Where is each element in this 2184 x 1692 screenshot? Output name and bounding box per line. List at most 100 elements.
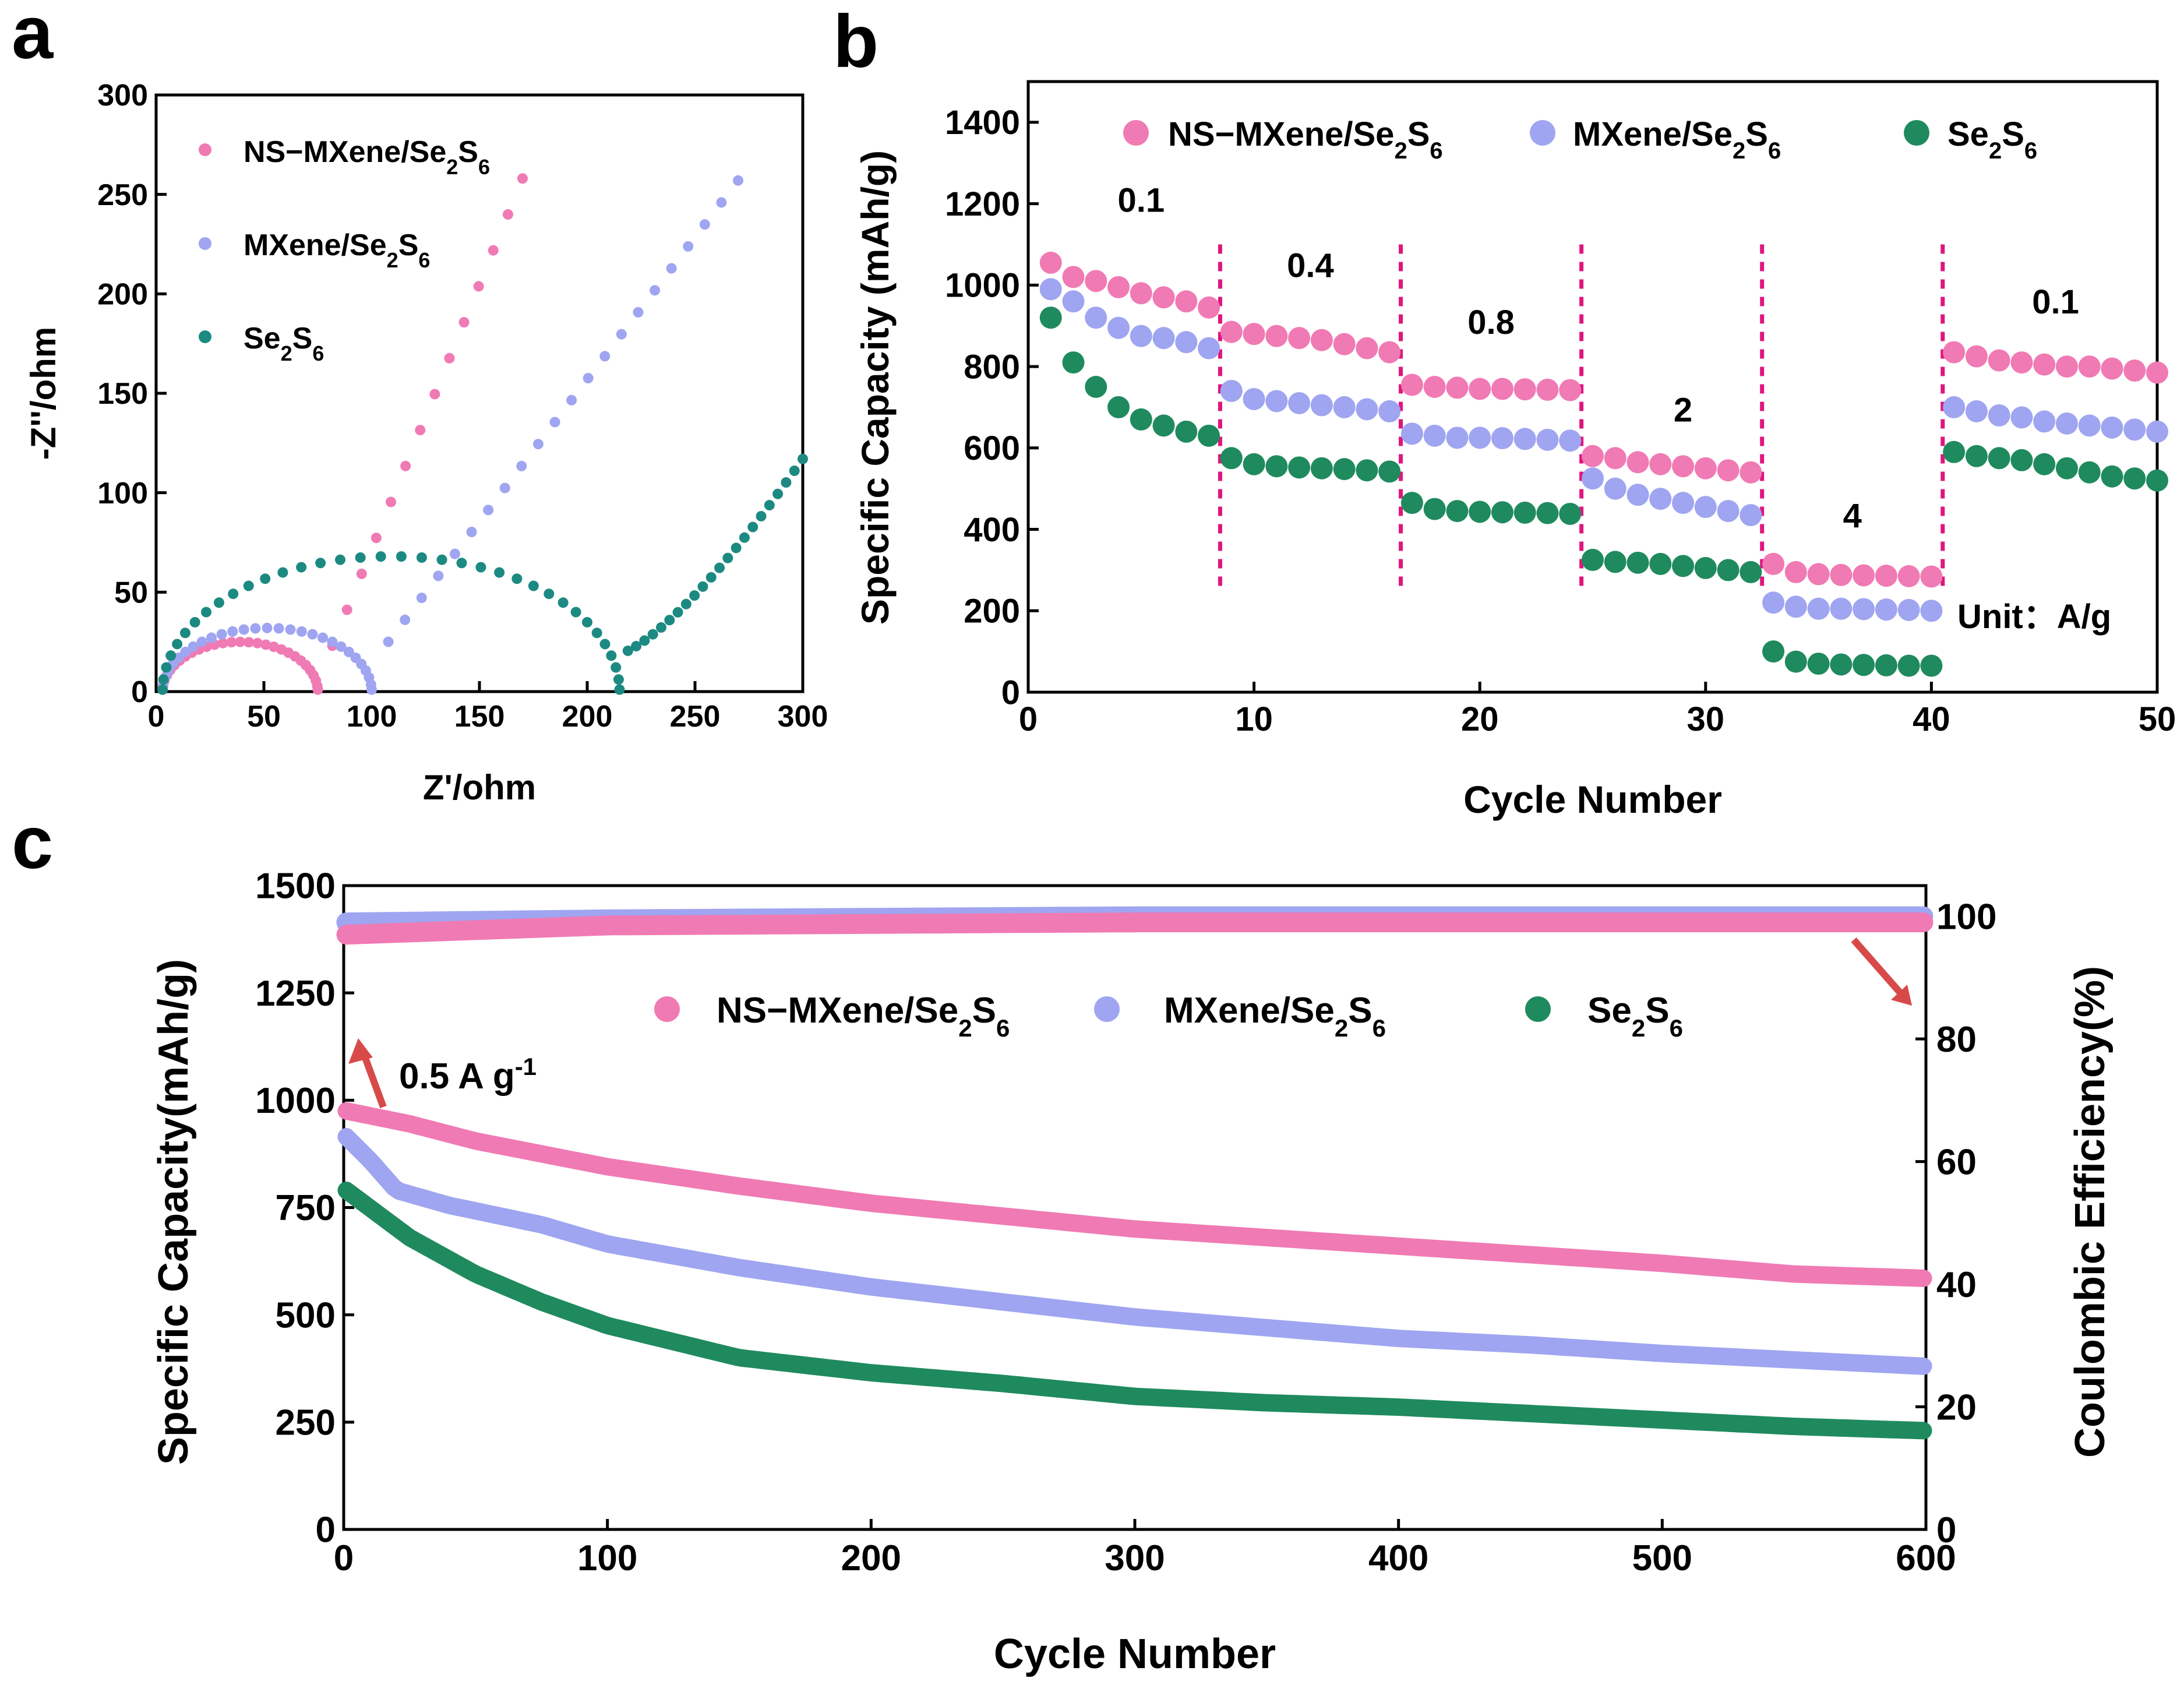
- panel-c-xtick-label: 300: [1105, 1538, 1165, 1578]
- panel-b-point: [2055, 355, 2078, 378]
- panel-b-point: [1853, 598, 1875, 621]
- panel-a-point: [606, 650, 617, 661]
- panel-a-legend: NS−MXene/Se2S6 MXene/Se2S6 Se2S6: [199, 135, 490, 365]
- panel-a-point: [386, 496, 397, 507]
- panel-b-point: [1062, 351, 1085, 374]
- panel-a-point: [781, 477, 792, 488]
- panel-a-point: [217, 637, 228, 648]
- panel-b-point: [1762, 640, 1785, 663]
- panel-a-ytick-label: 0: [131, 675, 148, 709]
- panel-b-point: [2101, 416, 2123, 439]
- panel-b-point: [1423, 498, 1446, 520]
- panel-b-legend-marker-se: [1904, 120, 1929, 146]
- panel-a-point: [697, 581, 708, 592]
- panel-a-point: [772, 488, 784, 499]
- panel-a-ytick-label: 100: [97, 477, 148, 510]
- panel-a-legend-ns: NS−MXene/Se2S6: [244, 135, 490, 179]
- panel-b-point: [1198, 296, 1220, 319]
- panel-b-point: [1130, 408, 1152, 431]
- panel-b-point: [1762, 552, 1785, 575]
- panel-b-point: [1536, 428, 1559, 451]
- panel-b-point: [1243, 387, 1265, 410]
- panel-a-point: [639, 635, 650, 646]
- panel-a-point: [516, 460, 527, 471]
- panel-b-point: [1784, 595, 1807, 618]
- panel-b-rate-label: 0.1: [2032, 283, 2079, 321]
- panel-b-point: [1943, 440, 1966, 463]
- panel-a-point: [226, 637, 237, 648]
- panel-b-point: [1897, 598, 1920, 621]
- panel-c-ytick-label: 1000: [255, 1081, 336, 1121]
- panel-b-point: [1446, 376, 1469, 399]
- panel-b-point: [1220, 320, 1243, 343]
- panel-a-point: [731, 542, 742, 554]
- panel-b-point: [1626, 451, 1649, 474]
- panel-c-y2tick-label: 40: [1936, 1265, 1977, 1305]
- panel-c-legend-se: Se2S6: [1587, 990, 1683, 1042]
- panel-a-point: [599, 351, 611, 362]
- panel-b-point: [1085, 376, 1107, 398]
- panel-b-point: [1062, 290, 1085, 313]
- panel-a-point: [798, 453, 808, 464]
- panel-a-point: [655, 622, 666, 633]
- panel-a-point: [672, 607, 683, 618]
- panel-a-point: [161, 662, 172, 673]
- panel-b-xtick-label: 10: [1235, 700, 1273, 738]
- panel-c-y2tick-label: 60: [1936, 1143, 1977, 1183]
- panel-b-point: [1830, 563, 1853, 586]
- panel-a-point: [262, 622, 273, 633]
- panel-a-point: [335, 554, 346, 565]
- panel-b-point: [1649, 453, 1672, 475]
- panel-b-point: [1243, 453, 1265, 475]
- panel-a-point: [188, 641, 199, 652]
- panel-b-point: [1265, 390, 1288, 413]
- panel-b-point: [1513, 428, 1536, 450]
- panel-b-rate-label: 0.8: [1467, 304, 1515, 341]
- panel-b-point: [1897, 654, 1920, 677]
- panel-a-xtick-label: 150: [454, 700, 505, 734]
- panel-a-point: [544, 588, 555, 600]
- panel-a-point: [458, 317, 470, 328]
- panel-a-xlabel: Z'/ohm: [423, 768, 536, 807]
- panel-b-point: [2078, 414, 2101, 437]
- panel-a-xtick-label: 100: [347, 700, 397, 734]
- panel-a-point: [483, 505, 494, 516]
- panel-c-xtick-label: 0: [334, 1538, 354, 1578]
- panel-a-point: [517, 173, 528, 184]
- panel-a-xtick-label: 50: [247, 700, 281, 734]
- panel-a-legend-marker-mx: [199, 237, 211, 250]
- panel-a-ytick-label: 50: [114, 576, 148, 610]
- panel-c-ytick-label: 750: [276, 1188, 336, 1228]
- panel-b-point: [2146, 361, 2168, 384]
- panel-a-point: [285, 624, 296, 635]
- panel-c-xlabel: Cycle Number: [994, 1631, 1276, 1677]
- panel-b-point: [2146, 420, 2168, 443]
- panel-b-xlabel: Cycle Number: [1463, 778, 1722, 821]
- panel-b-point: [1107, 396, 1130, 418]
- panel-a-point: [502, 209, 513, 220]
- panel-c-ytick-label: 1250: [255, 974, 336, 1014]
- panel-a-point: [343, 646, 354, 657]
- panel-a-point: [444, 352, 455, 364]
- panel-a-point: [689, 590, 700, 601]
- panel-a-point: [416, 552, 427, 563]
- panel-b-plot-frame: [1026, 80, 2159, 694]
- panel-b-point: [2010, 406, 2033, 429]
- panel-b-ticks: 0 10 20 30 40 50 0 200 400 600 800 1000 1200 1400: [945, 104, 2176, 738]
- panel-a-plot-frame: [154, 93, 805, 693]
- panel-a-point: [179, 628, 190, 639]
- panel-a-point: [716, 197, 727, 208]
- panel-b-point: [1310, 394, 1333, 417]
- panel-b-point: [1469, 500, 1491, 523]
- panel-b-ytick-label: 1400: [945, 104, 1020, 142]
- panel-c-y2tick-label: 80: [1936, 1020, 1977, 1060]
- panel-a-point: [228, 588, 239, 600]
- panel-b-point: [1875, 598, 1897, 621]
- panel-a-point: [327, 636, 338, 647]
- panel-a-point: [683, 241, 694, 252]
- panel-b-point: [1672, 492, 1695, 514]
- panel-a-ytick-label: 300: [97, 79, 148, 112]
- panel-c-xtick-label: 200: [841, 1538, 901, 1578]
- panel-b-point: [1740, 504, 1762, 527]
- panel-c-series-2: [337, 1128, 1932, 1375]
